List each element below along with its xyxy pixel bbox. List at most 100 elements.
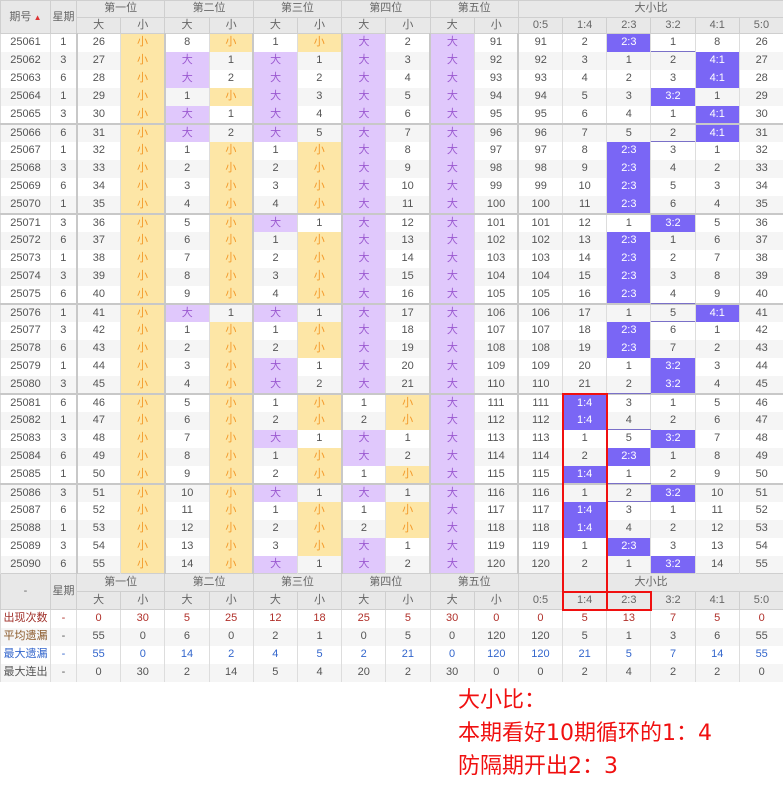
weekday: 1 bbox=[50, 87, 77, 106]
stats-value: 5 bbox=[606, 645, 651, 664]
small-marker: 小 bbox=[120, 249, 165, 268]
stats-label: 最大连出 bbox=[0, 663, 51, 682]
stats-value: 55 bbox=[738, 645, 783, 664]
ratio-hit: 2:3 bbox=[606, 249, 651, 268]
stats-value: - bbox=[50, 645, 77, 664]
miss-count: 6 bbox=[385, 105, 430, 124]
ratio-miss-count: 1 bbox=[694, 87, 740, 106]
ratio-miss-count: 114 bbox=[517, 447, 563, 466]
small-marker: 小 bbox=[296, 465, 342, 484]
miss-count: 1 bbox=[252, 33, 298, 52]
weekday: 6 bbox=[50, 69, 77, 88]
miss-count: 7 bbox=[163, 249, 210, 268]
ratio-miss-count: 4 bbox=[606, 411, 651, 430]
stats-value: 2 bbox=[208, 645, 254, 664]
table-row: 25071 3 36 小 5 小大 1 大 12 大 101 101 12 1 3:2 5 36 bbox=[0, 212, 783, 232]
position-header: 第三位 bbox=[252, 0, 343, 18]
stats-value: 0 bbox=[120, 645, 165, 664]
ratio-subheader: 0:5 bbox=[517, 16, 564, 34]
small-marker: 小 bbox=[120, 519, 165, 538]
miss-count: 2 bbox=[252, 519, 298, 538]
ratio-miss-count: 3 bbox=[606, 392, 651, 412]
weekday: 1 bbox=[50, 302, 77, 322]
table-row: 25087 6 52 小 11 小 1 小 1 小大 117 117 1:4 3 1 11 52 bbox=[0, 501, 783, 520]
header-row: 期号 ▲ 星期 第一位 第二位 第三位 第四位 第五位 大小比 bbox=[0, 0, 783, 34]
ratio-miss-count: 43 bbox=[738, 339, 783, 358]
big-subheader: 大 bbox=[164, 591, 210, 610]
miss-count: 2 bbox=[385, 555, 430, 574]
big-marker: 大 bbox=[428, 537, 475, 556]
weekday: 1 bbox=[50, 519, 77, 538]
small-marker: 小 bbox=[120, 212, 165, 232]
ratio-miss-count: 29 bbox=[738, 87, 783, 106]
ratio-miss-count: 1 bbox=[606, 212, 651, 232]
ratio-hit: 4:1 bbox=[694, 69, 740, 88]
ratio-hit: 3:2 bbox=[650, 555, 696, 574]
table-row: 25065 3 30 小大 1 大 4 大 6 大 95 95 6 4 1 4:1 30 bbox=[0, 105, 783, 124]
miss-count: 28 bbox=[75, 69, 121, 88]
ratio-miss-count: 3 bbox=[606, 87, 651, 106]
table-row: 25070 1 35 小 4 小 4 小大 11 大 100 100 11 2:3 6 4 35 bbox=[0, 195, 783, 214]
small-marker: 小 bbox=[208, 141, 254, 160]
ratio-miss-count: 50 bbox=[738, 465, 783, 484]
miss-count: 1 bbox=[385, 482, 430, 502]
issue-number: 25074 bbox=[0, 267, 51, 286]
ratio-miss-count: 1 bbox=[562, 482, 607, 502]
stats-value: 7 bbox=[650, 645, 696, 664]
issue-header[interactable]: 期号 ▲ bbox=[0, 0, 51, 34]
weekday: 3 bbox=[50, 375, 77, 394]
ratio-miss-count: 1 bbox=[606, 302, 651, 322]
small-subheader: 小 bbox=[120, 16, 166, 34]
miss-count: 1 bbox=[252, 501, 298, 520]
ratio-miss-count: 1 bbox=[694, 321, 740, 340]
ratio-miss-count: 28 bbox=[738, 69, 783, 88]
position-header: 第一位 bbox=[75, 573, 166, 592]
miss-count: 4 bbox=[252, 285, 298, 304]
sort-asc-icon[interactable]: ▲ bbox=[31, 12, 42, 22]
issue-number: 25064 bbox=[0, 87, 51, 106]
big-marker: 大 bbox=[428, 302, 475, 322]
miss-count: 3 bbox=[296, 87, 342, 106]
stats-value: 30 bbox=[120, 663, 165, 682]
ratio-miss-count: 8 bbox=[694, 33, 740, 52]
big-subheader: 大 bbox=[164, 16, 210, 34]
miss-count: 35 bbox=[75, 195, 121, 214]
ratio-miss-count: 34 bbox=[738, 177, 783, 196]
big-marker: 大 bbox=[163, 51, 210, 70]
ratio-miss-count: 1 bbox=[694, 141, 740, 160]
miss-count: 5 bbox=[296, 122, 342, 142]
miss-count: 14 bbox=[385, 249, 430, 268]
ratio-miss-count: 115 bbox=[517, 465, 563, 484]
ratio-miss-count: 20 bbox=[562, 357, 607, 376]
ratio-miss-count: 2 bbox=[650, 465, 696, 484]
ratio-header: 大小比 bbox=[517, 573, 783, 592]
issue-number: 25063 bbox=[0, 69, 51, 88]
miss-count: 1 bbox=[296, 51, 342, 70]
ratio-miss-count: 105 bbox=[517, 285, 563, 304]
ratio-hit: 2:3 bbox=[606, 447, 651, 466]
ratio-miss-count: 116 bbox=[517, 482, 563, 502]
big-subheader: 大 bbox=[75, 16, 122, 34]
miss-count: 1 bbox=[208, 51, 254, 70]
stats-value: 120 bbox=[473, 645, 519, 664]
ratio-miss-count: 111 bbox=[517, 392, 563, 412]
ratio-miss-count: 102 bbox=[517, 231, 563, 250]
stats-value: 30 bbox=[429, 663, 475, 682]
miss-count: 1 bbox=[208, 302, 254, 322]
ratio-miss-count: 39 bbox=[738, 267, 783, 286]
miss-count: 101 bbox=[473, 212, 519, 232]
miss-count: 32 bbox=[75, 141, 121, 160]
big-subheader: 大 bbox=[341, 591, 387, 610]
miss-count: 102 bbox=[473, 231, 519, 250]
ratio-miss-count: 9 bbox=[562, 159, 607, 178]
stats-label: 出现次数 bbox=[0, 609, 51, 628]
stats-value: 18 bbox=[296, 609, 342, 628]
small-marker: 小 bbox=[120, 141, 165, 160]
issue-number: 25089 bbox=[0, 537, 51, 556]
ratio-subheader: 3:2 bbox=[650, 591, 696, 610]
ratio-miss-count: 4 bbox=[606, 519, 651, 538]
small-marker: 小 bbox=[208, 357, 254, 376]
big-marker: 大 bbox=[340, 105, 386, 124]
ratio-miss-count: 97 bbox=[517, 141, 563, 160]
table-row: 25063 6 28 小大 2 大 2 大 4 大 93 93 4 2 3 4:1 28 bbox=[0, 69, 783, 88]
